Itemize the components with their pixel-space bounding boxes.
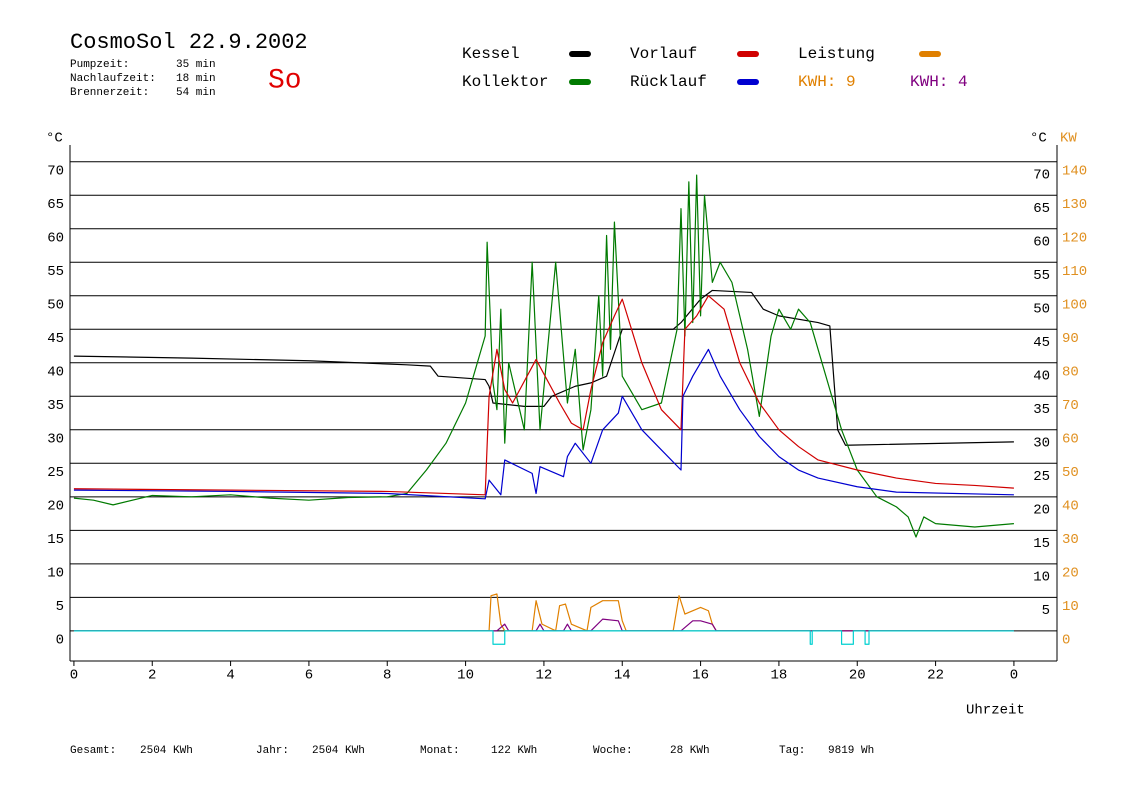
- y2-tick-label: 100: [1062, 297, 1087, 313]
- y-tick-label: 5: [56, 599, 64, 615]
- info-value: 35 min: [176, 59, 216, 71]
- y-tick-label: 35: [47, 398, 64, 414]
- y2-tick-label: 70: [1062, 398, 1079, 414]
- y-right-tick-label: 55: [1033, 268, 1050, 284]
- x-tick-label: 18: [771, 668, 788, 684]
- y-tick-label: 0: [56, 633, 64, 649]
- info-label: Nachlaufzeit:: [70, 73, 156, 85]
- y-unit: °C: [46, 131, 63, 147]
- x-tick-label: 0: [1010, 668, 1018, 684]
- y-right-tick-label: 45: [1033, 335, 1050, 351]
- total-label: Woche:: [593, 745, 633, 757]
- legend-label: KWH: 4: [910, 73, 968, 91]
- y-right-tick-label: 65: [1033, 201, 1050, 217]
- y-tick-label: 45: [47, 331, 64, 347]
- series-line: [73, 174, 1014, 538]
- y2-tick-label: 140: [1062, 163, 1087, 179]
- y2-tick-label: 80: [1062, 364, 1079, 380]
- x-tick-label: 20: [849, 668, 866, 684]
- x-tick-label: 22: [927, 668, 944, 684]
- y-right-tick-label: 5: [1042, 603, 1050, 619]
- y2-tick-label: 90: [1062, 331, 1079, 347]
- total-value: 2504 KWh: [140, 745, 193, 757]
- y-right-tick-label: 25: [1033, 469, 1050, 485]
- y-right-tick-label: 10: [1033, 570, 1050, 586]
- x-tick-label: 8: [383, 668, 391, 684]
- legend-label: Vorlauf: [630, 45, 697, 63]
- info-value: 54 min: [176, 87, 216, 99]
- y-tick-label: 60: [47, 230, 64, 246]
- x-tick-label: 10: [457, 668, 474, 684]
- legend-label: Kessel: [462, 45, 520, 63]
- y-right-tick-label: 30: [1033, 436, 1050, 452]
- y2-tick-label: 130: [1062, 197, 1087, 213]
- series-line: [73, 630, 1014, 645]
- y-right-tick-label: 70: [1033, 167, 1050, 183]
- total-label: Monat:: [420, 745, 460, 757]
- total-value: 9819 Wh: [828, 745, 874, 757]
- total-value: 2504 KWh: [312, 745, 365, 757]
- y2-tick-label: 110: [1062, 264, 1087, 280]
- y-right-tick-label: 60: [1033, 234, 1050, 250]
- total-value: 122 KWh: [491, 745, 537, 757]
- x-axis-label: Uhrzeit: [966, 703, 1025, 719]
- y-tick-label: 40: [47, 364, 64, 380]
- total-label: Gesamt:: [70, 745, 116, 757]
- x-tick-label: 4: [226, 668, 234, 684]
- y-tick-label: 15: [47, 532, 64, 548]
- y-tick-label: 70: [47, 163, 64, 179]
- y2-unit: KW: [1060, 131, 1077, 147]
- y2-tick-label: 40: [1062, 499, 1079, 515]
- y2-tick-label: 0: [1062, 633, 1070, 649]
- y-right-tick-label: 50: [1033, 301, 1050, 317]
- y-tick-label: 30: [47, 432, 64, 448]
- y2-tick-label: 120: [1062, 230, 1087, 246]
- series-line: [73, 295, 1014, 496]
- chart-title: CosmoSol 22.9.2002: [70, 30, 308, 55]
- y2-tick-label: 10: [1062, 599, 1079, 615]
- y2-tick-label: 30: [1062, 532, 1079, 548]
- x-tick-label: 6: [305, 668, 313, 684]
- day-label: So: [268, 65, 302, 96]
- y-right-tick-label: 35: [1033, 402, 1050, 418]
- info-label: Pumpzeit:: [70, 59, 129, 71]
- total-label: Tag:: [779, 745, 805, 757]
- y-unit-right: °C: [1030, 131, 1047, 147]
- info-value: 18 min: [176, 73, 216, 85]
- y2-tick-label: 20: [1062, 566, 1079, 582]
- total-label: Jahr:: [256, 745, 289, 757]
- y-tick-label: 25: [47, 465, 64, 481]
- y-right-tick-label: 15: [1033, 536, 1050, 552]
- y-tick-label: 20: [47, 499, 64, 515]
- y2-tick-label: 50: [1062, 465, 1079, 481]
- x-tick-label: 12: [536, 668, 553, 684]
- legend-kwh: KWH: 9: [798, 73, 856, 91]
- series-line: [73, 348, 1014, 500]
- total-value: 28 KWh: [670, 745, 710, 757]
- info-label: Brennerzeit:: [70, 87, 149, 99]
- y-tick-label: 10: [47, 566, 64, 582]
- y-tick-label: 55: [47, 264, 64, 280]
- x-tick-label: 2: [148, 668, 156, 684]
- y-tick-label: 50: [47, 297, 64, 313]
- y2-tick-label: 60: [1062, 432, 1079, 448]
- legend-label: Rücklauf: [630, 73, 707, 91]
- y-right-tick-label: 40: [1033, 368, 1050, 384]
- series-line: [73, 289, 1014, 446]
- legend-label: Kollektor: [462, 73, 548, 91]
- y-right-tick-label: 20: [1033, 503, 1050, 519]
- legend-label: Leistung: [798, 45, 875, 63]
- x-tick-label: 0: [70, 668, 78, 684]
- x-tick-label: 16: [692, 668, 709, 684]
- x-tick-label: 14: [614, 668, 631, 684]
- y-tick-label: 65: [47, 197, 64, 213]
